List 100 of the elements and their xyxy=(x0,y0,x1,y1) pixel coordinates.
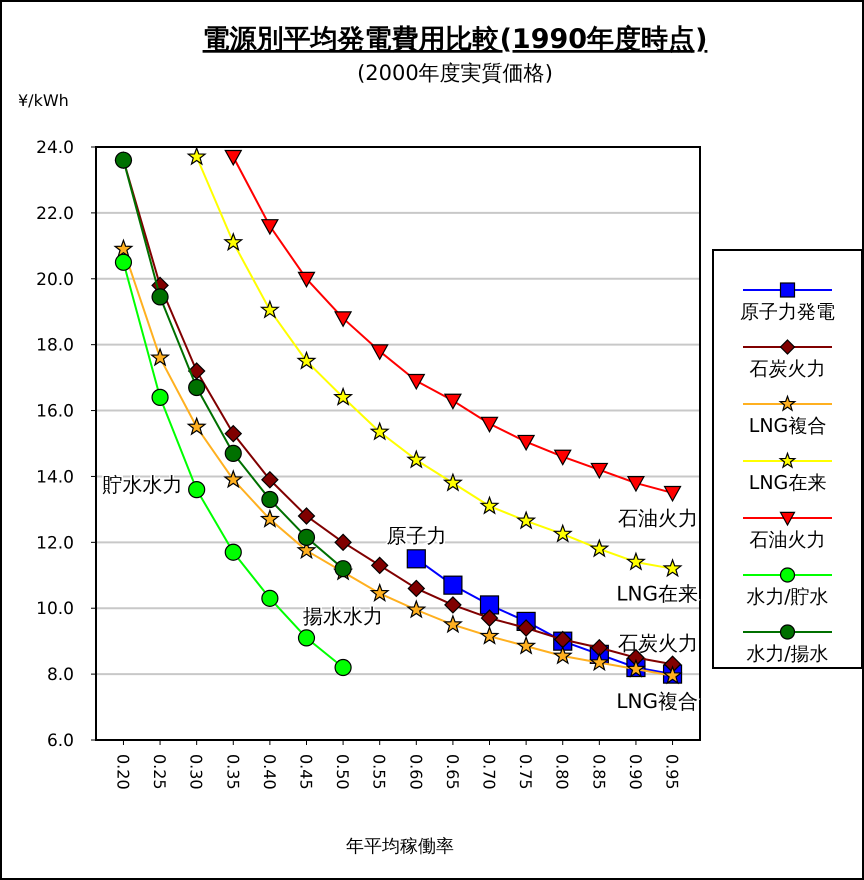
y-tick-label: 10.0 xyxy=(36,599,74,620)
x-tick-label: 0.25 xyxy=(150,754,170,790)
x-tick-label: 0.80 xyxy=(552,754,572,790)
point xyxy=(664,486,682,502)
point xyxy=(480,496,498,514)
point xyxy=(334,388,352,406)
point xyxy=(408,374,425,390)
y-axis-title: ¥/kWh xyxy=(18,91,69,110)
annotation: 貯水水力 xyxy=(102,472,183,496)
point xyxy=(554,646,572,664)
point xyxy=(626,552,645,570)
point xyxy=(188,378,206,396)
point xyxy=(664,559,682,576)
point xyxy=(590,653,608,670)
chart-subtitle: (2000年度実質価格) xyxy=(357,61,553,85)
x-tick-label: 0.20 xyxy=(113,754,132,790)
point xyxy=(518,619,535,637)
point xyxy=(480,595,500,615)
annotation: 揚水水力 xyxy=(303,604,384,628)
point xyxy=(260,510,279,527)
point xyxy=(188,362,206,380)
legend-label: 水力/揚水 xyxy=(746,643,829,665)
point xyxy=(224,544,242,561)
y-tick-label: 14.0 xyxy=(36,467,74,488)
x-tick-label: 0.95 xyxy=(662,754,682,790)
point xyxy=(334,534,352,551)
point xyxy=(114,254,132,271)
point xyxy=(261,490,278,508)
y-tick-label: 6.0 xyxy=(46,731,74,751)
chart-title: 電源別平均発電費用比較(1990年度時点) xyxy=(202,24,708,55)
x-tick-label: 0.60 xyxy=(406,754,426,790)
annotation: 石油火力 xyxy=(618,506,698,530)
point xyxy=(370,584,389,602)
point xyxy=(627,476,645,492)
legend-label: 水力/貯水 xyxy=(746,586,829,608)
y-tick-label: 20.0 xyxy=(36,270,74,290)
point xyxy=(298,528,316,546)
annotation: 原子力 xyxy=(386,524,446,548)
x-tick-label: 0.85 xyxy=(589,754,608,790)
point xyxy=(554,524,572,542)
point xyxy=(151,288,169,306)
point xyxy=(407,450,426,468)
point xyxy=(371,344,388,360)
x-tick-label: 0.50 xyxy=(333,754,352,790)
point xyxy=(224,425,242,442)
point xyxy=(406,549,426,568)
x-tick-label: 0.75 xyxy=(516,754,536,790)
point xyxy=(298,272,316,288)
point xyxy=(260,300,279,318)
point xyxy=(261,590,278,607)
x-tick-label: 0.40 xyxy=(260,754,279,790)
legend-label: 石炭火力 xyxy=(750,358,826,380)
point xyxy=(408,580,425,598)
annotation: LNG在来 xyxy=(616,582,698,606)
point xyxy=(334,658,352,676)
point xyxy=(444,596,462,614)
point xyxy=(298,507,316,525)
legend-label: 原子力発電 xyxy=(740,301,835,323)
point xyxy=(517,636,536,654)
point xyxy=(370,422,389,440)
x-axis-title: 年平均稼働率 xyxy=(346,836,454,857)
y-tick-label: 8.0 xyxy=(46,665,74,686)
point xyxy=(224,444,242,462)
y-tick-label: 18.0 xyxy=(36,336,74,356)
point xyxy=(517,512,536,529)
point xyxy=(554,450,572,466)
legend-label: LNG在来 xyxy=(748,472,826,494)
point xyxy=(480,416,498,432)
point xyxy=(371,556,388,574)
x-tick-label: 0.45 xyxy=(296,754,316,790)
point xyxy=(480,610,498,627)
x-tick-label: 0.55 xyxy=(370,754,389,790)
y-tick-label: 24.0 xyxy=(36,138,74,158)
y-tick-label: 16.0 xyxy=(36,402,74,422)
x-tick-label: 0.30 xyxy=(186,754,206,790)
x-tick-label: 0.35 xyxy=(223,754,242,790)
point xyxy=(590,639,608,656)
y-tick-label: 22.0 xyxy=(36,204,74,224)
point xyxy=(188,418,206,435)
y-tick-label: 12.0 xyxy=(36,533,74,554)
legend-label: 石油火力 xyxy=(750,529,826,551)
point xyxy=(151,388,169,406)
point xyxy=(664,656,682,673)
point xyxy=(224,233,242,250)
point xyxy=(444,474,462,491)
point xyxy=(444,394,462,410)
point xyxy=(444,615,462,632)
annotation: 石炭火力 xyxy=(618,631,698,656)
point xyxy=(261,219,278,235)
point xyxy=(590,540,608,557)
point xyxy=(480,626,498,644)
point xyxy=(224,150,242,166)
x-tick-label: 0.65 xyxy=(442,754,462,790)
point xyxy=(224,470,242,488)
x-tick-label: 0.70 xyxy=(480,754,499,790)
point xyxy=(334,311,352,327)
point xyxy=(188,481,206,498)
point xyxy=(518,434,535,450)
legend-label: LNG複合 xyxy=(748,415,826,437)
point xyxy=(443,576,463,595)
